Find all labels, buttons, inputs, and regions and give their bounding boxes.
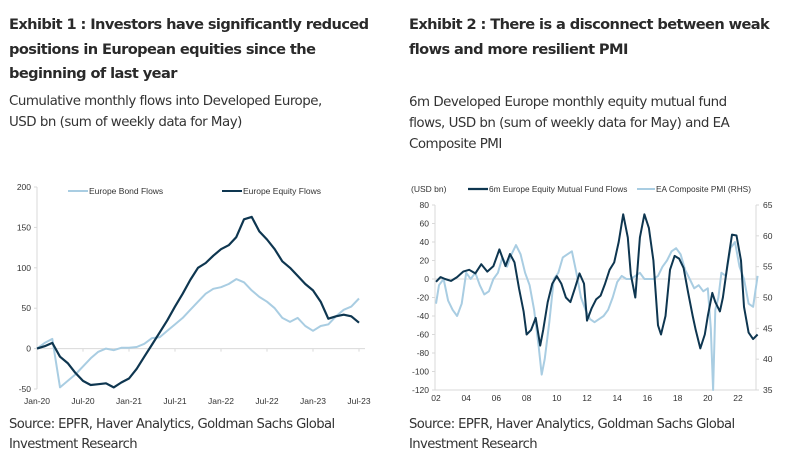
x-tick-label: Jan-22	[208, 396, 234, 406]
x-tick-label: Jul-23	[347, 396, 370, 406]
x-tick-label: Jan-21	[116, 396, 142, 406]
x-tick-label: Jul-21	[163, 396, 186, 406]
y-axis-unit-label: (USD bn)	[411, 184, 447, 194]
legend-label-pmi: EA Composite PMI (RHS)	[656, 184, 751, 194]
x-tick-label: 08	[522, 393, 532, 403]
exhibit-2-title-line: flows and more resilient PMI	[409, 40, 628, 58]
y-tick-label: -20	[417, 293, 430, 303]
exhibit-1-title-line: beginning of last year	[9, 65, 177, 82]
y2-tick-label: 40	[763, 354, 773, 364]
exhibit-1-subtitle-line: Cumulative monthly flows into Developed …	[9, 94, 322, 109]
x-tick-label: Jan-23	[300, 396, 326, 406]
y2-tick-label: 60	[763, 231, 773, 241]
exhibit-1-title-line: positions in European equities since the	[9, 40, 316, 58]
x-tick-label: 18	[673, 393, 683, 403]
y-tick-label: 150	[17, 222, 31, 232]
exhibit-2-subtitle-line: flows, USD bn (sum of weekly data for Ma…	[409, 116, 730, 131]
exhibit-2-title-line: Exhibit 2 : There is a disconnect betwee…	[409, 16, 770, 33]
y-tick-label: 20	[420, 256, 430, 266]
y-tick-label: 100	[17, 263, 31, 273]
exhibit-2-source: Source: EPFR, Haver Analytics, Goldman S…	[409, 415, 735, 455]
exhibit-1-subtitle-line: USD bn (sum of weekly data for May)	[9, 115, 242, 130]
legend-label-flows: 6m Europe Equity Mutual Fund Flows	[489, 184, 627, 194]
y-tick-label: 200	[17, 182, 31, 192]
exhibit-2-title: Exhibit 2 : There is a disconnect betwee…	[409, 13, 770, 62]
x-tick-label: 10	[552, 393, 562, 403]
x-tick-label: 16	[643, 393, 653, 403]
x-tick-label: 04	[461, 393, 471, 403]
x-tick-label: Jul-22	[255, 396, 278, 406]
y2-tick-label: 65	[763, 200, 773, 210]
y-tick-label: -60	[417, 330, 430, 340]
exhibit-2-source-line: Investment Research	[409, 437, 538, 452]
y-tick-label: 0	[26, 344, 31, 354]
exhibit-1-subtitle: Cumulative monthly flows into Developed …	[9, 91, 322, 133]
series-line-bond-flows	[36, 278, 360, 389]
legend-label-bond: Europe Bond Flows	[89, 186, 163, 196]
exhibit-2-subtitle: 6m Developed Europe monthly equity mutua…	[409, 92, 730, 155]
y-tick-label: -40	[417, 311, 430, 321]
y2-tick-label: 55	[763, 262, 773, 272]
exhibit-1-source-line: Investment Research	[9, 437, 138, 452]
x-tick-label: 12	[582, 393, 592, 403]
y-tick-label: 80	[420, 200, 430, 210]
y-tick-label: -120	[412, 385, 429, 395]
exhibit-1-title: Exhibit 1 : Investors have significantly…	[9, 13, 369, 87]
y-tick-label: -100	[412, 367, 429, 377]
exhibit-1-source: Source: EPFR, Haver Analytics, Goldman S…	[9, 415, 335, 455]
y-tick-label: 50	[22, 303, 32, 313]
exhibit-2-source-line: Source: EPFR, Haver Analytics, Goldman S…	[409, 417, 735, 432]
y2-tick-label: 35	[763, 385, 773, 395]
series-line-equity-flows	[36, 215, 360, 389]
y2-tick-label: 50	[763, 293, 773, 303]
series-line-pmi	[435, 241, 759, 391]
exhibit-2-subtitle-line: Composite PMI	[409, 137, 502, 152]
x-tick-label: 06	[492, 393, 502, 403]
y-tick-label: -80	[417, 348, 430, 358]
y-tick-label: -50	[19, 384, 32, 394]
x-tick-label: 20	[703, 393, 713, 403]
y-tick-label: 60	[420, 219, 430, 229]
y2-tick-label: 45	[763, 323, 773, 333]
exhibit-1-source-line: Source: EPFR, Haver Analytics, Goldman S…	[9, 417, 335, 432]
y-tick-label: 40	[420, 237, 430, 247]
exhibit-1-title-line: Exhibit 1 : Investors have significantly…	[9, 16, 369, 33]
x-tick-label: Jul-20	[71, 396, 94, 406]
x-tick-label: 02	[431, 393, 441, 403]
series-line-equity-fund-flows	[435, 213, 759, 350]
exhibit-2-subtitle-line: 6m Developed Europe monthly equity mutua…	[409, 95, 727, 110]
y-tick-label: 0	[424, 274, 429, 284]
legend-label-equity: Europe Equity Flows	[243, 186, 321, 196]
x-tick-label: 14	[612, 393, 622, 403]
x-tick-label: 22	[733, 393, 743, 403]
x-tick-label: Jan-20	[24, 396, 50, 406]
